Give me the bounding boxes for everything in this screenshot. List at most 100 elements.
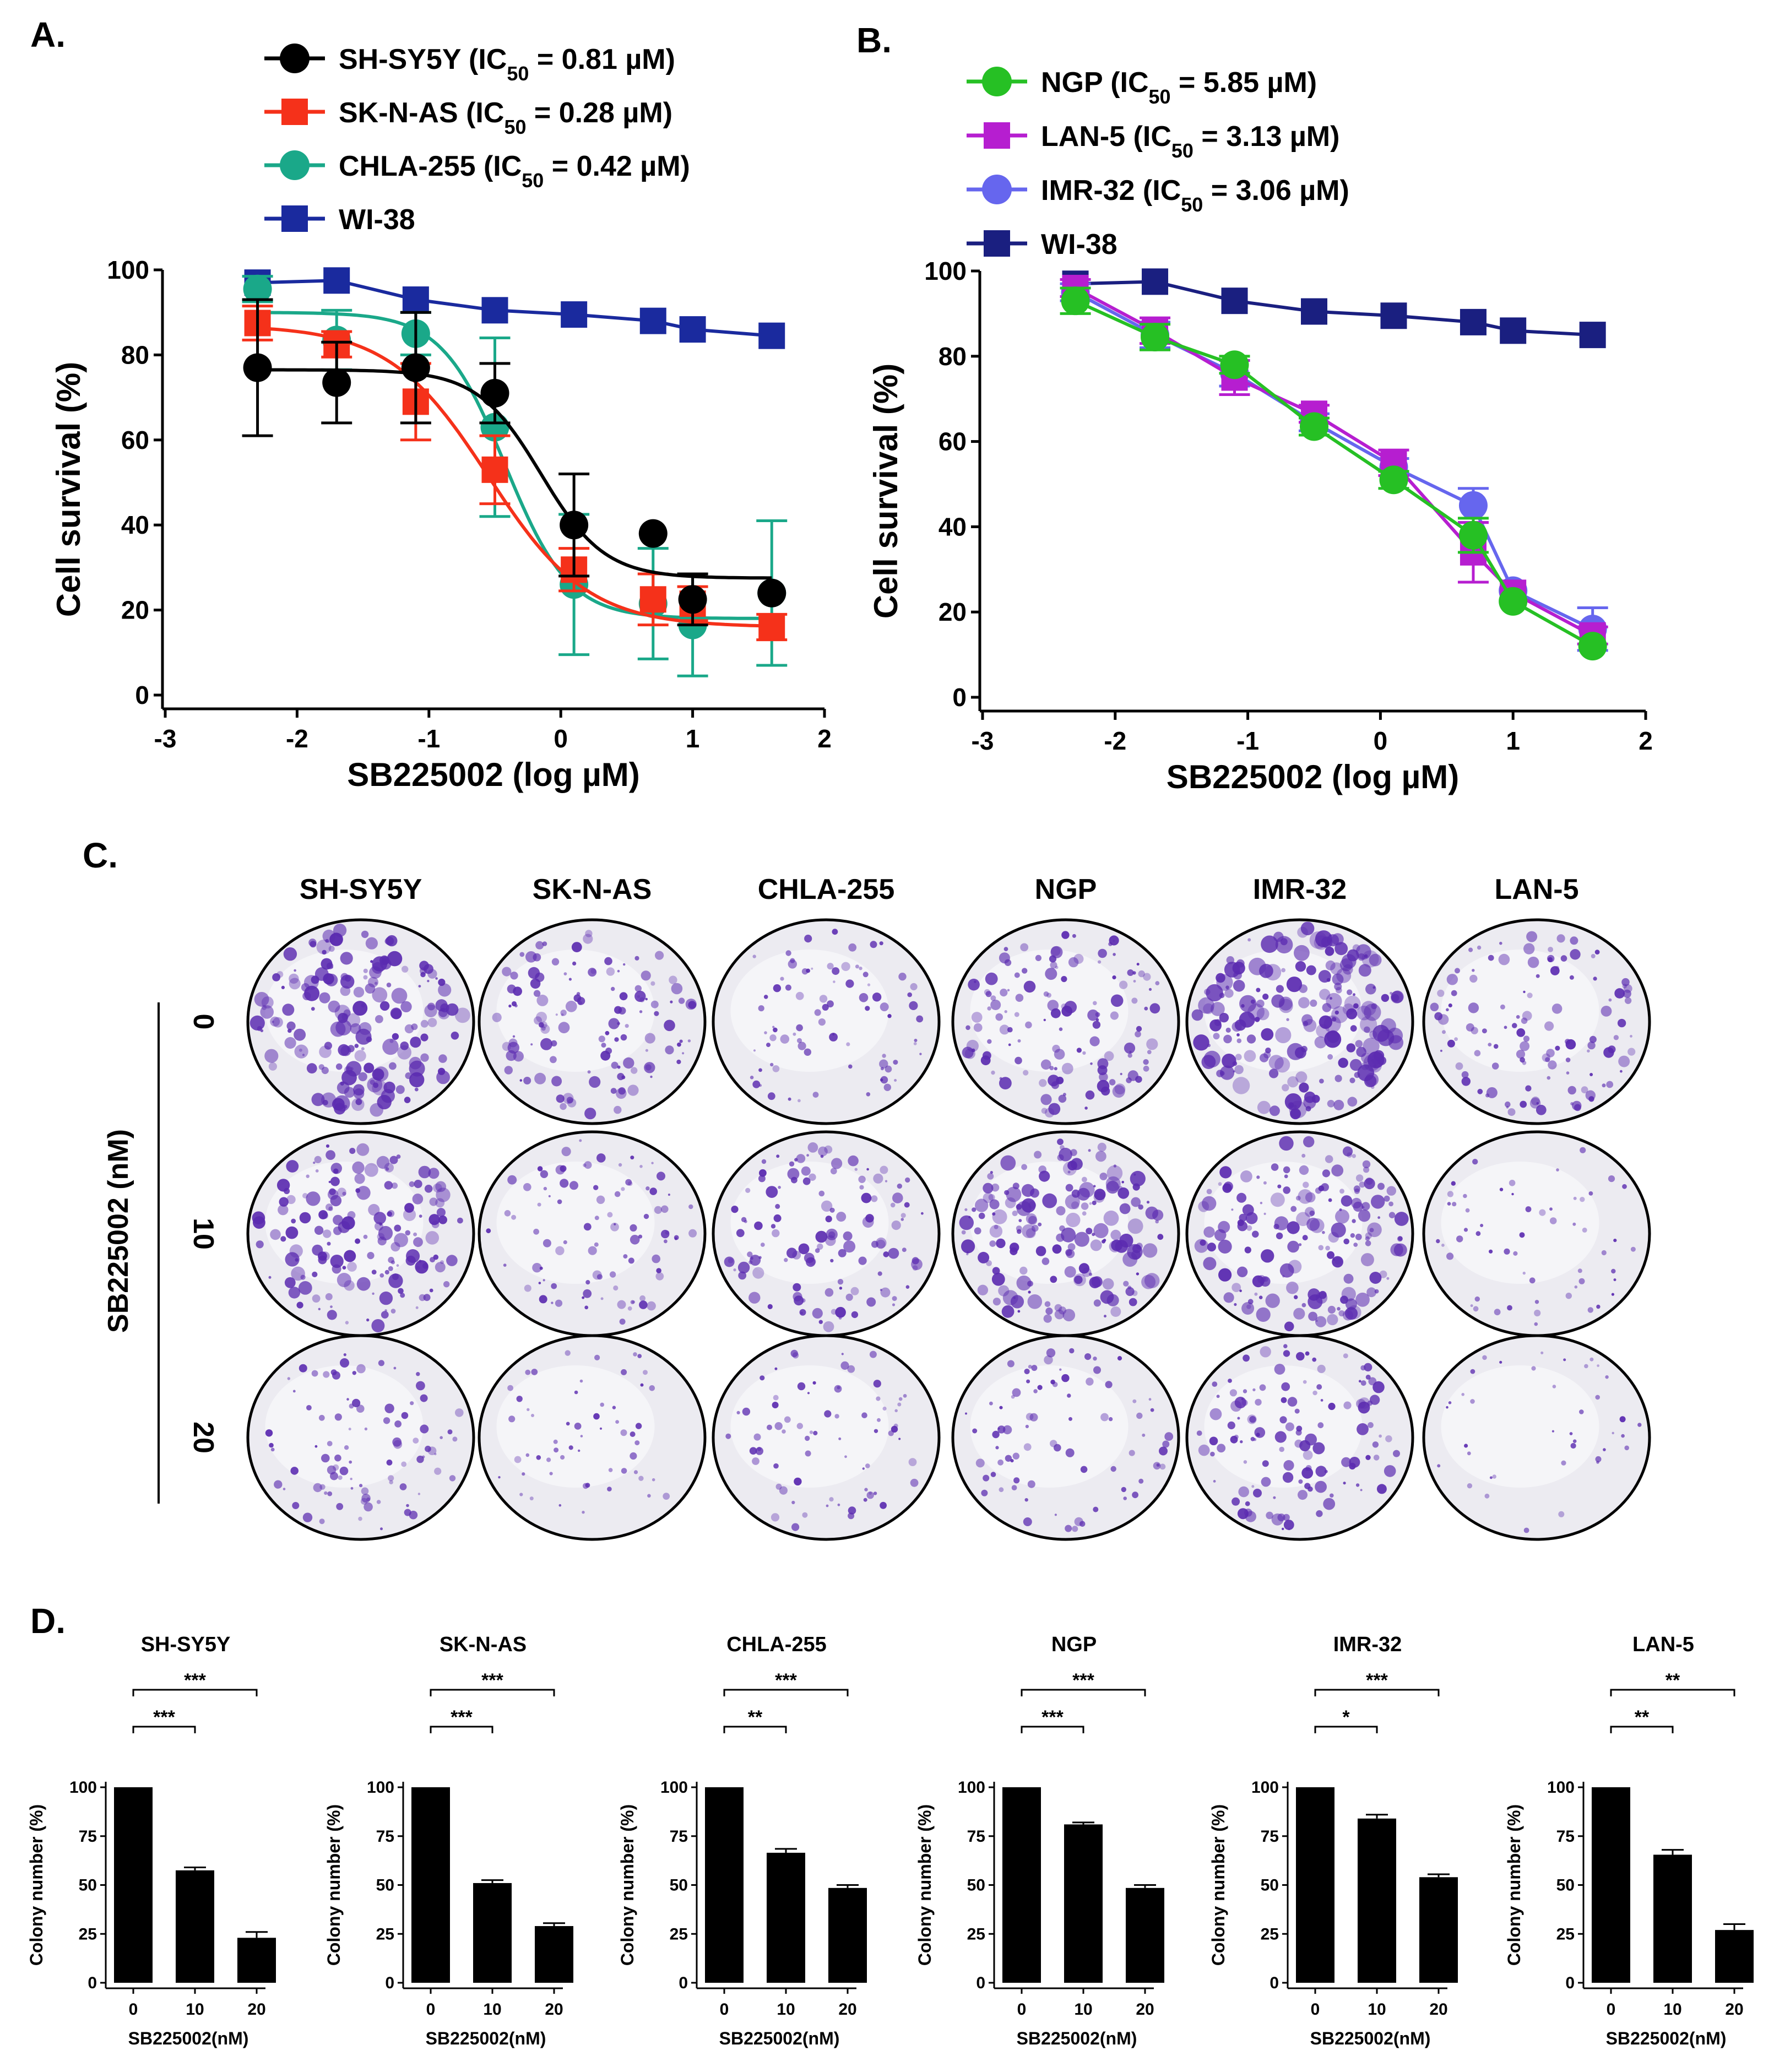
- colony: [898, 973, 907, 981]
- y-tick-label: 0: [385, 1974, 394, 1992]
- colony: [1377, 1216, 1381, 1219]
- colony: [812, 1092, 819, 1098]
- colony: [1364, 1075, 1377, 1088]
- colony: [1534, 1322, 1538, 1326]
- colony: [1261, 1249, 1274, 1263]
- colony: [272, 973, 280, 981]
- colony: [1306, 1217, 1320, 1231]
- colony-plate-grid: SB225002 (nM) SH-SY5Y SK-N-AS CHLA-255 NGP I…: [102, 874, 1651, 1541]
- y-tick-label: 0: [952, 683, 967, 712]
- colony: [1138, 1478, 1144, 1484]
- colony: [1621, 978, 1630, 986]
- colony: [1321, 936, 1333, 948]
- bar: [767, 1852, 805, 1983]
- colony: [972, 1428, 978, 1434]
- colony: [370, 1103, 383, 1117]
- colony: [1117, 1187, 1130, 1199]
- colony: [741, 1217, 747, 1222]
- colony: [1229, 1389, 1237, 1397]
- colony: [1153, 1462, 1161, 1470]
- y-tick-label: 50: [967, 1876, 985, 1895]
- colony: [1523, 1035, 1530, 1042]
- colony: [1249, 1415, 1256, 1423]
- colony: [554, 1447, 559, 1453]
- colony: [769, 1034, 777, 1042]
- legend-close-paren: ): [666, 44, 675, 75]
- colony: [1536, 974, 1540, 978]
- colony: [286, 1160, 299, 1173]
- colony: [1045, 968, 1057, 980]
- colony: [555, 1246, 565, 1255]
- colony: [349, 1148, 356, 1154]
- colony: [299, 1212, 311, 1224]
- data-point: [243, 353, 272, 382]
- significance-bracket-long: [723, 1689, 849, 1696]
- legend-ic-prefix: (IC: [1103, 67, 1149, 99]
- colony: [1044, 1355, 1053, 1365]
- colony: [1338, 1310, 1345, 1317]
- colony: [1017, 1039, 1021, 1043]
- colony: [578, 1001, 582, 1005]
- colony: [632, 1300, 636, 1304]
- colony: [392, 1033, 399, 1040]
- colony: [435, 1198, 445, 1208]
- colony: [374, 981, 378, 985]
- plate-highlight: [265, 1365, 424, 1488]
- colony: [519, 1079, 523, 1082]
- colony: [1299, 1165, 1309, 1175]
- y-tick-label: 0: [135, 681, 149, 709]
- colony: [503, 1263, 507, 1267]
- legend-equals: =: [544, 150, 576, 182]
- colony: [1021, 1184, 1035, 1197]
- colony: [876, 1396, 881, 1401]
- colony: [1513, 1251, 1518, 1256]
- x-axis-title: SB225002(nM): [426, 2028, 546, 2048]
- colony: [1089, 1036, 1100, 1046]
- colony: [381, 1311, 389, 1319]
- colony: [1527, 992, 1533, 999]
- colony-plate: [712, 918, 941, 1125]
- colony: [688, 1229, 697, 1238]
- colony: [1135, 1076, 1142, 1083]
- colony: [574, 1423, 582, 1430]
- plates: [246, 918, 1651, 1541]
- legend-item: WI-38: [967, 229, 1117, 261]
- x-tick-label: 20: [247, 2000, 265, 2019]
- colony: [1324, 1469, 1328, 1473]
- colony: [1556, 934, 1565, 943]
- colony: [1057, 1154, 1064, 1161]
- colony: [656, 1268, 661, 1273]
- colony: [628, 1181, 633, 1186]
- colony: [1281, 1397, 1287, 1403]
- colony: [880, 1002, 889, 1012]
- colony: [1012, 1388, 1021, 1397]
- colony: [1505, 1101, 1511, 1108]
- colony: [296, 1301, 303, 1309]
- colony: [346, 1398, 349, 1401]
- colony: [1008, 1043, 1011, 1046]
- colony: [863, 1498, 867, 1502]
- y-tick-label: 100: [1251, 1778, 1279, 1797]
- colony: [555, 1013, 558, 1016]
- colony: [859, 1185, 864, 1190]
- colony: [1146, 1038, 1158, 1050]
- colony: [879, 941, 883, 946]
- colony: [361, 1487, 369, 1495]
- colony: [391, 988, 408, 1004]
- colony: [1200, 1239, 1206, 1246]
- colony: [1006, 1186, 1022, 1202]
- colony: [1360, 1253, 1374, 1267]
- chart-b: NGP (IC50 = 5.85 µM)LAN-5 (IC50 = 3.13 µ…: [867, 67, 1653, 795]
- colony: [1133, 980, 1136, 983]
- colony: [775, 1203, 780, 1209]
- y-tick-label: 75: [1556, 1827, 1575, 1846]
- colony: [327, 1241, 331, 1246]
- colony: [1041, 1257, 1050, 1265]
- colony: [1143, 1059, 1149, 1065]
- colony: [1159, 1446, 1168, 1456]
- bar: [535, 1926, 573, 1983]
- colony: [414, 1087, 419, 1092]
- colony: [389, 1062, 397, 1070]
- colony: [1349, 1462, 1356, 1470]
